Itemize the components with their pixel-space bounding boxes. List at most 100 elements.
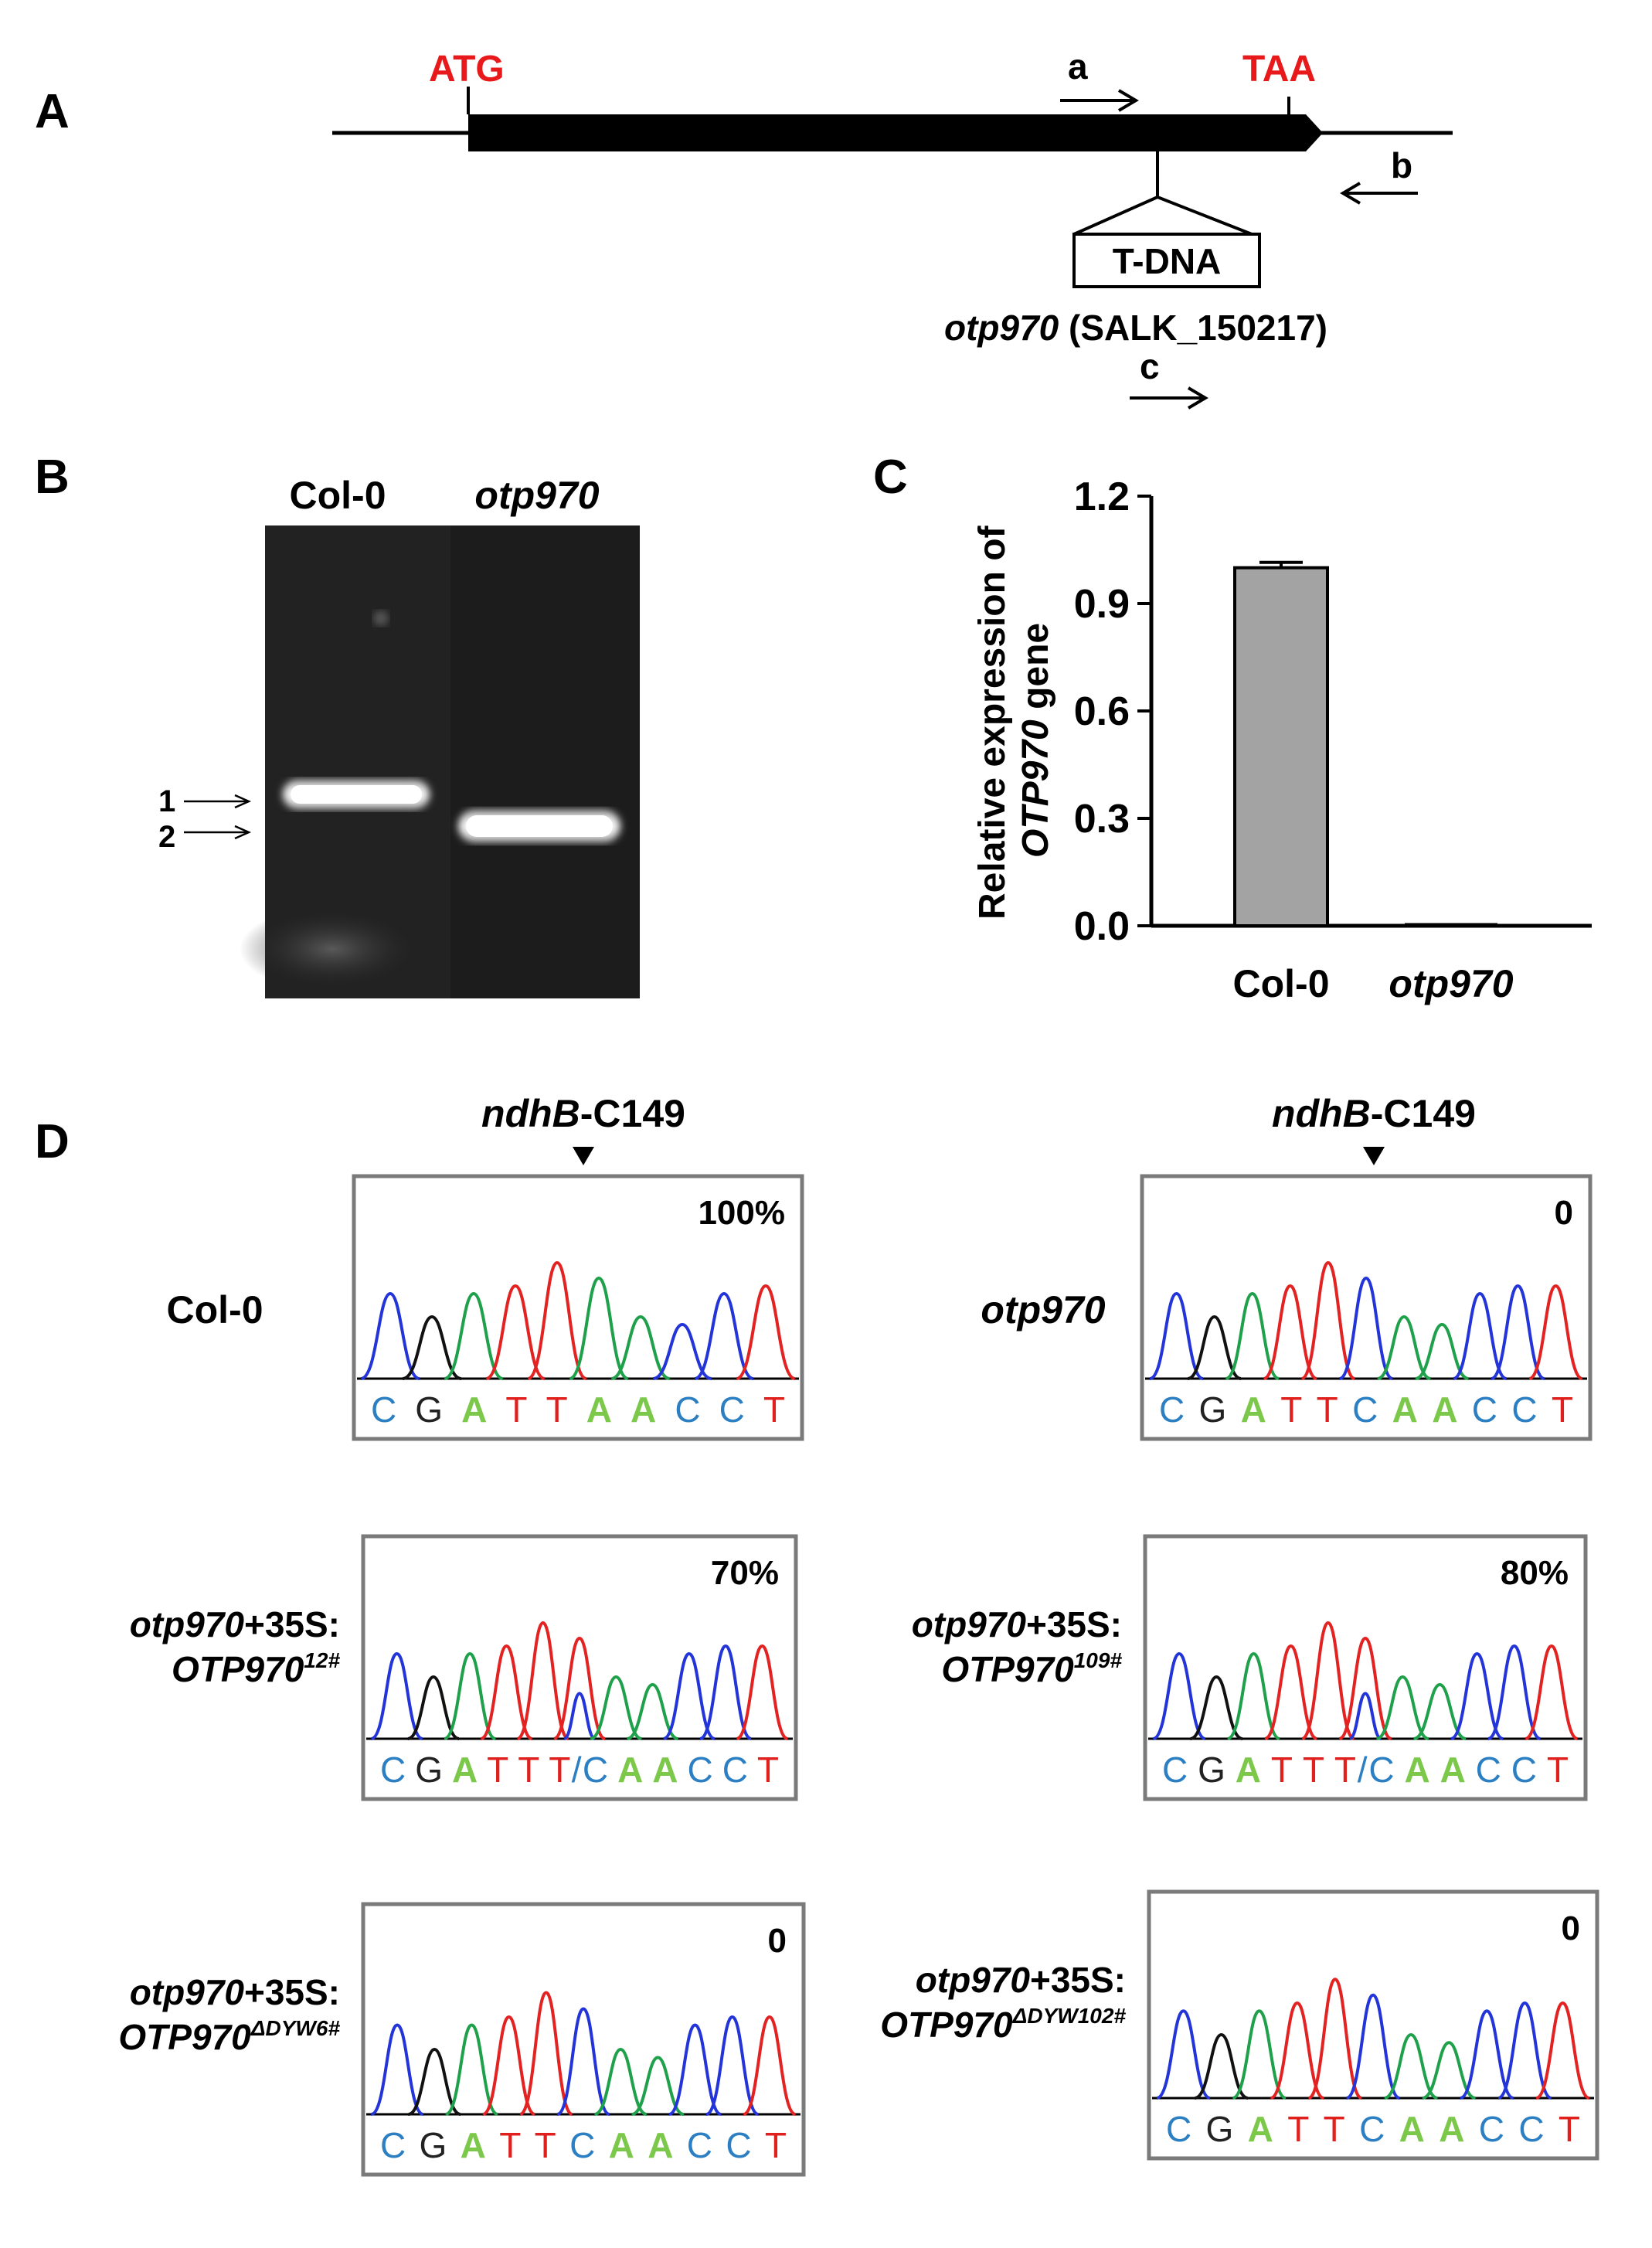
trace-peak bbox=[444, 2023, 499, 2116]
primer-c-arrow bbox=[1130, 386, 1208, 410]
trace-peak bbox=[1450, 1651, 1504, 1740]
trace-peak bbox=[668, 2023, 722, 2116]
y-tick-label: 0.0 bbox=[1074, 904, 1130, 949]
panel-d-label: D bbox=[35, 1115, 70, 1168]
x-category-label: otp970 bbox=[1389, 962, 1513, 1005]
base-calls: C G A T T C A A C C T bbox=[1166, 2109, 1580, 2149]
trace-peak bbox=[1497, 2001, 1552, 2100]
primer-a-label: a bbox=[1068, 46, 1088, 87]
primer-b-label: b bbox=[1391, 145, 1412, 185]
trace-peak bbox=[1226, 1651, 1281, 1740]
trace-peak bbox=[1270, 2001, 1325, 2100]
trace-peak bbox=[694, 1291, 754, 1380]
chromatogram-panels: ndhB-C149 ndhB-C149 100% C G A T T A A C C … bbox=[118, 1092, 1599, 2177]
trace-peak bbox=[444, 1291, 504, 1380]
trace-peak bbox=[1307, 1978, 1363, 2100]
trace-peak bbox=[1422, 2041, 1477, 2100]
chromatogram-frame bbox=[361, 1902, 806, 2177]
base-calls: C G A T T A A C C T bbox=[371, 1389, 785, 1430]
primer-c-label: c bbox=[1140, 346, 1160, 386]
trace-peak bbox=[1338, 1276, 1394, 1380]
genotype-label-line2: OTP970ΔDYW6# bbox=[118, 2016, 340, 2057]
trace-peak bbox=[1413, 1682, 1467, 1740]
trace-peak bbox=[1375, 1675, 1429, 1740]
trace-peak bbox=[626, 1682, 679, 1740]
genotype-label-line2: OTP970ΔDYW102# bbox=[880, 2004, 1126, 2045]
trace-secondary-peak bbox=[563, 1692, 596, 1740]
edit-site-marker bbox=[573, 1147, 594, 1165]
trace-peak bbox=[699, 1644, 753, 1740]
genotype-label-line1: otp970+35S: bbox=[130, 1604, 340, 1644]
trace-peak bbox=[1338, 1636, 1392, 1740]
trace-peak bbox=[1152, 1651, 1206, 1740]
primer-b-arrow bbox=[1340, 182, 1418, 205]
chromatogram-frame bbox=[1147, 1889, 1599, 2161]
y-tick-label: 0.6 bbox=[1074, 689, 1130, 734]
trace-peak bbox=[1345, 1993, 1401, 2100]
trace-peak bbox=[662, 1651, 716, 1740]
band-2-label: 2 bbox=[158, 820, 175, 854]
lane-col0-label: Col-0 bbox=[290, 474, 386, 517]
trace-peak bbox=[516, 1621, 569, 1740]
edit-site-label: ndhB-C149 bbox=[1272, 1092, 1476, 1135]
chromatogram-5: 0 C G A T T C A A C C T otp970+35S:OTP970Δ… bbox=[880, 1889, 1599, 2161]
chromatogram-0: 100% C G A T T A A C C T Col-0 bbox=[167, 1174, 804, 1441]
trace-peak bbox=[1453, 1291, 1508, 1380]
start-codon-label: ATG bbox=[429, 49, 505, 90]
trace-peak bbox=[736, 1644, 789, 1740]
trace-peak bbox=[1384, 2032, 1439, 2100]
band-2-arrow bbox=[184, 825, 252, 840]
trace-peak bbox=[485, 1284, 546, 1380]
genotype-label-line1: otp970+35S: bbox=[916, 1960, 1126, 2000]
expression-bar-chart: 0.0 0.3 0.6 0.9 1.2 Col-0 otp970 bbox=[1074, 474, 1592, 1005]
genotype-label-line1: otp970+35S: bbox=[130, 1972, 340, 2012]
trace-peak bbox=[1460, 2009, 1514, 2100]
base-calls: C G A T T T/C A A C C T bbox=[1162, 1750, 1569, 1790]
insertion-triangle bbox=[1073, 195, 1253, 236]
x-category-label: Col-0 bbox=[1233, 962, 1330, 1005]
trace-peak bbox=[705, 2015, 760, 2116]
genotype-label: Col-0 bbox=[167, 1288, 263, 1331]
trace-peak bbox=[1225, 1291, 1280, 1380]
trace-peak bbox=[1300, 1260, 1356, 1380]
y-tick-label: 1.2 bbox=[1074, 474, 1130, 519]
trace-peak bbox=[590, 1675, 643, 1740]
trace-peak bbox=[610, 1314, 671, 1380]
coding-sequence-arrow bbox=[468, 114, 1323, 151]
trace-peak bbox=[631, 2056, 685, 2116]
trace-peak bbox=[652, 1322, 712, 1380]
trace-peak bbox=[1528, 1284, 1583, 1380]
editing-percent: 0 bbox=[768, 1922, 787, 1960]
band-1-arrow bbox=[184, 794, 252, 809]
chromatogram-frame bbox=[361, 1534, 798, 1801]
chromatogram-1: 0 C G A T T C A A C C T otp970 bbox=[981, 1174, 1593, 1441]
y-tick-label: 0.9 bbox=[1074, 582, 1130, 627]
editing-percent: 0 bbox=[1562, 1910, 1580, 1947]
trace-peak bbox=[552, 1636, 607, 1740]
trace-secondary-peak bbox=[1348, 1692, 1382, 1740]
trace-peak bbox=[1232, 2009, 1287, 2100]
panel-b-label: B bbox=[35, 451, 70, 504]
chromatogram-frame bbox=[352, 1174, 804, 1441]
edit-site-marker bbox=[1363, 1147, 1385, 1165]
edit-site-label: ndhB-C149 bbox=[481, 1092, 685, 1135]
trace-peak bbox=[1149, 1291, 1204, 1380]
trace-peak bbox=[1415, 1322, 1470, 1380]
allele-label: otp970 (SALK_150217) bbox=[944, 308, 1327, 348]
panel-a-label: A bbox=[35, 85, 70, 138]
chromatogram-2: 70% C G A T T T/C A A C C T otp970+35S:OTP… bbox=[130, 1534, 798, 1801]
chromatogram-3: 80% C G A T T T/C A A C C T otp970+35S:OTP… bbox=[912, 1534, 1588, 1801]
trace-peak bbox=[1535, 2001, 1590, 2100]
base-calls: C G A T T C A A C C T bbox=[1159, 1389, 1573, 1430]
editing-percent: 80% bbox=[1501, 1554, 1569, 1592]
stop-codon-label: TAA bbox=[1242, 49, 1316, 90]
tdna-box bbox=[1072, 233, 1261, 288]
trace-peak bbox=[370, 2023, 424, 2116]
genotype-label-line2: OTP97012# bbox=[172, 1648, 340, 1689]
tdna-label: T-DNA bbox=[1113, 241, 1222, 281]
trace-peak bbox=[1187, 1314, 1242, 1380]
trace-peak bbox=[1189, 1675, 1243, 1740]
trace-peak bbox=[556, 2007, 610, 2116]
trace-peak bbox=[519, 1991, 573, 2116]
trace-peak bbox=[1491, 1284, 1545, 1380]
